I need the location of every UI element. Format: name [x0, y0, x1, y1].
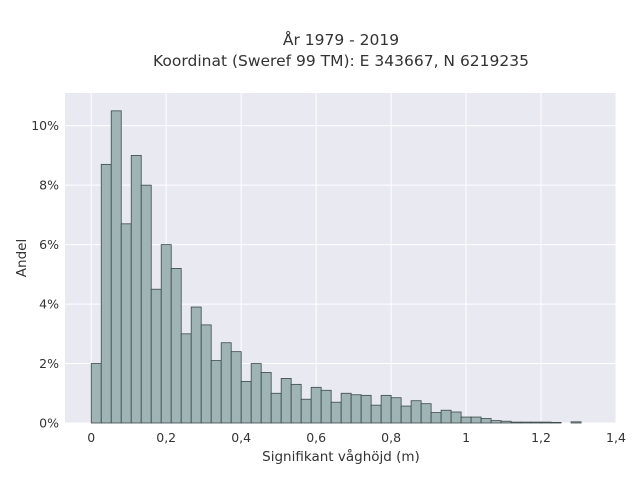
- histogram-bar-11: [200, 324, 212, 424]
- histogram-bar-6: [150, 288, 162, 424]
- histogram-bar-27: [360, 394, 372, 424]
- histogram-bar-34: [430, 412, 442, 424]
- histogram-bar-5: [140, 184, 152, 424]
- histogram-bar-33: [420, 403, 432, 424]
- histogram-bar-42: [510, 421, 522, 424]
- histogram-bar-45: [540, 421, 552, 424]
- y-axis-label: Andel: [14, 239, 30, 277]
- x-tick-label-2: 0,4: [231, 430, 251, 445]
- histogram-bar-7: [160, 244, 172, 424]
- y-tick-label-4: 8%: [39, 178, 59, 193]
- x-tick-label-1: 0,2: [156, 430, 176, 445]
- histogram-bar-23: [320, 389, 332, 424]
- histogram-bar-9: [180, 333, 192, 424]
- histogram-bar-29: [380, 394, 392, 424]
- y-tick-label-0: 0%: [39, 416, 59, 431]
- histogram-bar-14: [230, 351, 242, 424]
- histogram-bar-36: [450, 411, 462, 424]
- histogram-bar-43: [520, 421, 532, 424]
- histogram-bar-38: [470, 416, 482, 424]
- x-tick-label-4: 0,8: [381, 430, 401, 445]
- histogram-bar-8: [170, 268, 182, 424]
- x-axis-label: Signifikant våghöjd (m): [262, 448, 420, 465]
- histogram-bar-21: [300, 398, 312, 424]
- histogram-bar-0: [90, 363, 102, 424]
- histogram-bar-37: [460, 416, 472, 424]
- histogram-bar-41: [500, 420, 512, 424]
- histogram-bar-22: [310, 386, 322, 424]
- chart-subtitle: Koordinat (Sweref 99 TM): E 343667, N 62…: [153, 52, 529, 70]
- x-tick-label-5: 1: [462, 430, 470, 445]
- histogram-bar-15: [240, 380, 252, 424]
- histogram-bar-48: [570, 421, 582, 424]
- histogram-bar-40: [490, 420, 502, 424]
- y-axis-ticks: 0% 2% 4% 6% 8% 10%: [31, 118, 59, 430]
- histogram-bar-28: [370, 404, 382, 424]
- x-tick-label-3: 0,6: [306, 430, 326, 445]
- y-tick-label-5: 10%: [31, 118, 59, 133]
- histogram-bar-32: [410, 400, 422, 424]
- histogram-bar-20: [290, 383, 302, 424]
- histogram-bar-19: [280, 378, 292, 424]
- y-tick-label-1: 2%: [39, 356, 59, 371]
- histogram-bars: [90, 110, 582, 424]
- histogram-bar-25: [340, 392, 352, 424]
- histogram-bar-1: [100, 163, 112, 424]
- histogram-bar-30: [390, 397, 402, 424]
- histogram-bar-10: [190, 306, 202, 424]
- histogram-bar-16: [250, 363, 262, 424]
- x-tick-label-0: 0: [87, 430, 95, 445]
- x-axis-ticks: 0 0,2 0,4 0,6 0,8 1 1,2 1,4: [87, 430, 626, 445]
- histogram-bar-2: [110, 110, 122, 424]
- histogram-bar-31: [400, 405, 412, 424]
- y-tick-label-3: 6%: [39, 237, 59, 252]
- histogram-bar-12: [210, 360, 222, 424]
- histogram-bar-44: [530, 421, 542, 424]
- histogram-bar-35: [440, 409, 452, 424]
- histogram-bar-4: [130, 155, 142, 424]
- y-tick-label-2: 4%: [39, 297, 59, 312]
- x-tick-label-6: 1,2: [531, 430, 551, 445]
- histogram-bar-46: [550, 422, 562, 424]
- histogram-bar-17: [260, 372, 272, 424]
- histogram-bar-3: [120, 223, 132, 424]
- chart-title: År 1979 - 2019: [283, 30, 399, 49]
- x-tick-label-7: 1,4: [606, 430, 626, 445]
- histogram-bar-24: [330, 401, 342, 424]
- histogram-bar-18: [270, 392, 282, 424]
- histogram-bar-13: [220, 342, 232, 424]
- histogram-bar-26: [350, 394, 362, 424]
- histogram-bar-39: [480, 418, 492, 424]
